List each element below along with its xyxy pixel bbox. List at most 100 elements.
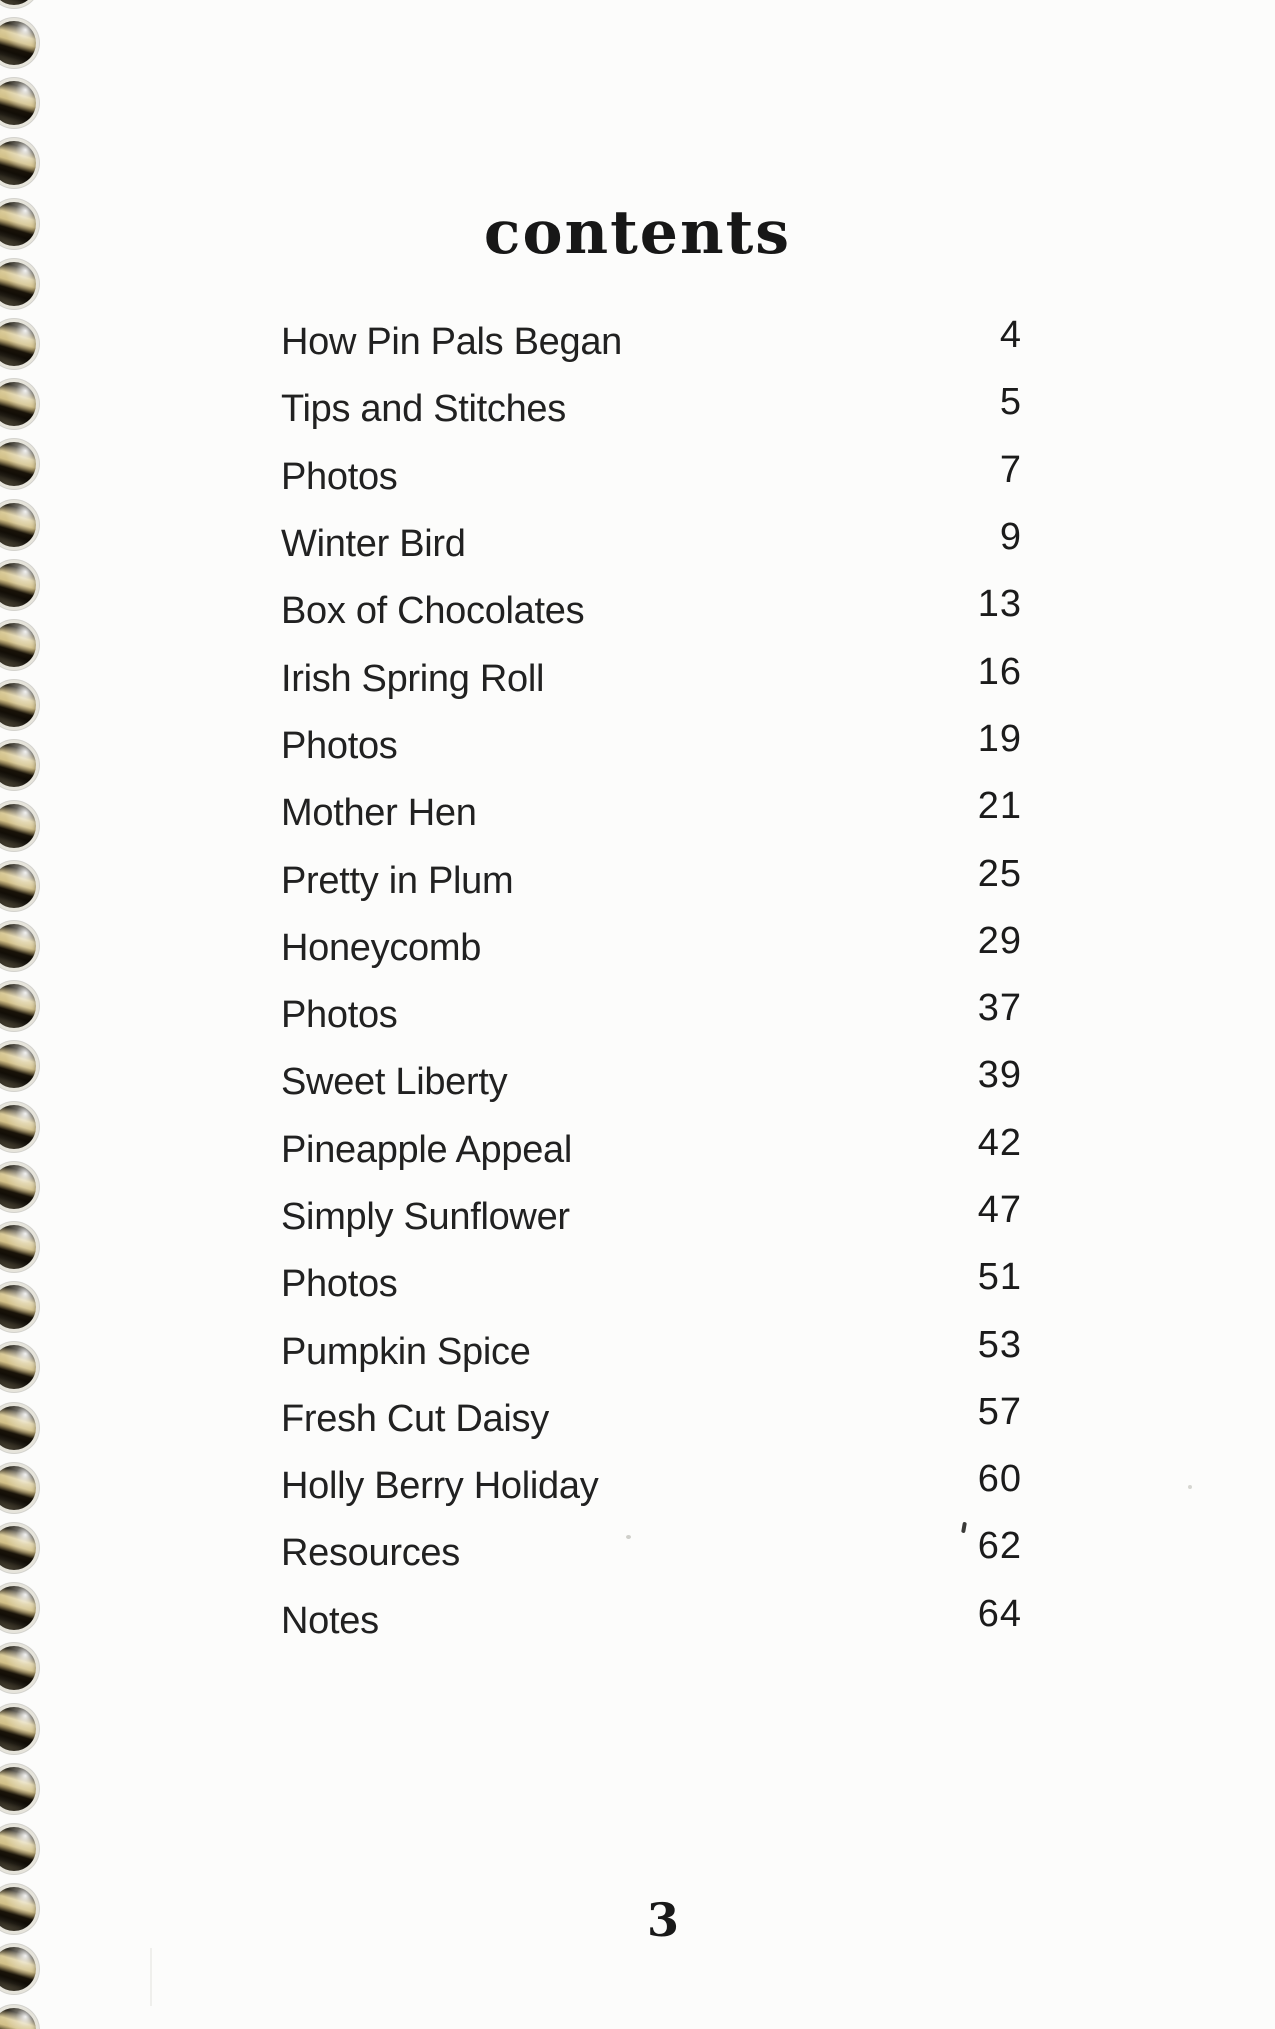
toc-row: Photos 7 [281,444,1022,511]
spiral-hole [0,0,36,5]
toc-entry-label: Photos [281,994,398,1037]
toc-row: Honeycomb 29 [281,915,1022,982]
toc-row: How Pin Pals Began 4 [281,309,1022,376]
toc-row: Photos 37 [281,982,1022,1049]
toc-entry-page: 51 [977,1256,1022,1299]
spiral-hole [0,924,36,968]
toc-entry-page: 29 [977,919,1022,962]
spiral-hole [0,1044,36,1089]
toc-entry-page: 7 [999,448,1022,491]
spiral-hole [0,1225,36,1269]
toc-list: How Pin Pals Began 4 Tips and Stitches 5 Pho… [281,309,1022,1655]
toc-entry-label: Fresh Cut Daisy [281,1397,549,1440]
toc-entry-label: Honeycomb [281,926,482,969]
toc-row: Box of Chocolates 13 [281,578,1022,645]
toc-entry-page: 42 [977,1121,1022,1164]
toc-entry-page: 9 [999,516,1022,559]
spiral-hole [0,1706,36,1751]
spiral-hole [0,1947,36,1992]
spiral-hole [0,1345,36,1390]
spiral-hole [0,562,36,607]
scan-scratch [150,1948,152,2006]
toc-entry-label: Pretty in Plum [281,859,514,902]
toc-row: Tips and Stitches 5 [281,376,1022,443]
spiral-hole [0,382,36,427]
spiral-hole [0,1104,36,1149]
scan-speck [626,1535,631,1539]
spiral-hole [0,141,36,186]
spiral-hole [0,1827,36,1871]
toc-row: Simply Sunflower 47 [281,1184,1022,1251]
page-number: 3 [646,1893,679,1947]
spiral-hole [0,21,36,65]
spiral-hole [0,442,36,487]
spiral-hole [0,81,36,126]
spiral-hole [0,2007,36,2029]
spiral-hole [0,1465,36,1510]
toc-entry-label: Tips and Stitches [281,388,566,431]
spiral-hole [0,863,36,908]
toc-entry-page: 47 [977,1189,1022,1231]
toc-entry-label: Resources [281,1532,460,1575]
toc-entry-label: Photos [281,1263,398,1306]
toc-entry-label: Pumpkin Spice [281,1330,531,1373]
toc-entry-page: 25 [977,852,1022,895]
spiral-binding [0,0,80,2029]
toc-entry-label: Mother Hen [281,792,477,835]
toc-entry-page: 62 [977,1525,1022,1568]
toc-row: Holly Berry Holiday 60 [281,1453,1022,1520]
spiral-hole [0,201,36,246]
toc-entry-label: Box of Chocolates [281,590,585,633]
toc-entry-label: Holly Berry Holiday [281,1465,599,1508]
toc-entry-page: 19 [977,717,1022,760]
spiral-hole [0,743,36,788]
toc-row: Notes 64 [281,1588,1022,1655]
toc-entry-label: Winter Bird [281,523,466,566]
spiral-hole [0,1887,36,1932]
toc-row: Photos 19 [281,713,1022,780]
toc-entry-label: Simply Sunflower [281,1196,570,1238]
spiral-hole [0,502,36,547]
toc-entry-page: 5 [999,381,1022,424]
toc-entry-label: Sweet Liberty [281,1061,508,1104]
toc-row: Irish Spring Roll 16 [281,645,1022,712]
spiral-hole [0,322,36,366]
toc-entry-page: 39 [977,1054,1022,1097]
spiral-hole [0,1586,36,1631]
toc-entry-page: 64 [977,1592,1022,1635]
toc-entry-label: How Pin Pals Began [281,321,623,364]
spiral-hole [0,1766,36,1811]
spiral-hole [0,683,36,728]
page-title: contents [483,198,792,269]
toc-entry-page: 53 [977,1323,1022,1366]
spiral-hole [0,1285,36,1330]
toc-entry-page: 60 [977,1458,1022,1501]
toc-entry-page: 16 [977,650,1022,693]
toc-entry-label: Pineapple Appeal [281,1128,573,1171]
toc-row: Resources 62 [281,1520,1022,1587]
toc-entry-label: Irish Spring Roll [281,657,545,700]
toc-row: Photos 51 [281,1251,1022,1318]
spiral-hole [0,1164,36,1209]
toc-row: Pineapple Appeal 42 [281,1117,1022,1184]
spiral-hole [0,1405,36,1450]
toc-row: Winter Bird 9 [281,511,1022,578]
toc-row: Pumpkin Spice 53 [281,1318,1022,1385]
spiral-hole [0,984,36,1029]
toc-entry-label: Photos [281,724,398,767]
toc-entry-page: 4 [999,314,1022,357]
toc-entry-label: Photos [281,455,398,498]
toc-row: Fresh Cut Daisy 57 [281,1386,1022,1453]
toc-row: Pretty in Plum 25 [281,847,1022,914]
toc-entry-label: Notes [281,1599,379,1642]
scan-speck [1188,1485,1192,1489]
toc-row: Mother Hen 21 [281,780,1022,847]
spiral-hole [0,623,36,667]
spiral-hole [0,803,36,848]
spiral-hole [0,1526,36,1570]
toc-entry-page: 37 [977,987,1022,1030]
spiral-hole [0,1646,36,1691]
spiral-hole [0,261,36,306]
toc-row: Sweet Liberty 39 [281,1049,1022,1116]
